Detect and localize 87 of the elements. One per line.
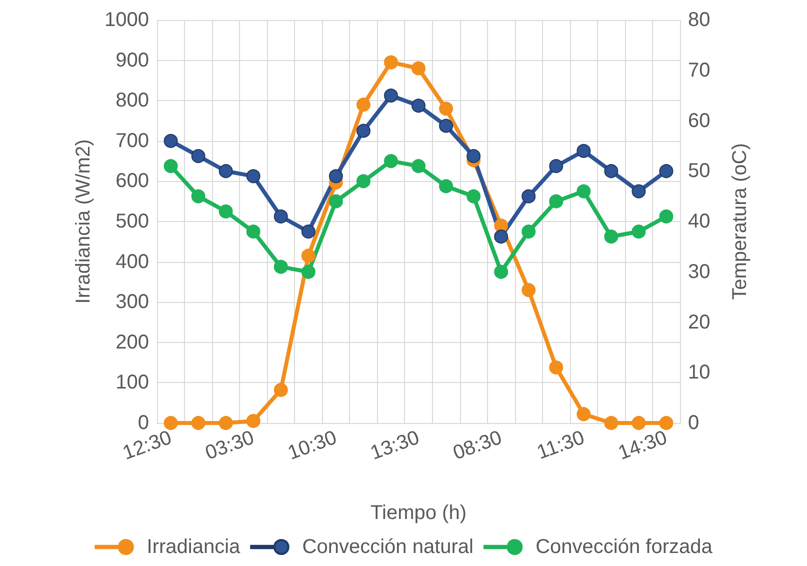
point bbox=[439, 102, 454, 116]
x-axis-title: Tiempo (h) bbox=[370, 502, 466, 524]
point bbox=[191, 416, 206, 430]
point bbox=[659, 164, 674, 178]
y2-tick-label: 60 bbox=[688, 110, 710, 132]
point bbox=[439, 179, 454, 194]
point bbox=[576, 184, 591, 198]
point bbox=[191, 189, 206, 204]
point bbox=[632, 416, 646, 430]
point bbox=[301, 248, 316, 263]
point bbox=[632, 224, 646, 239]
legend-label: Convección forzada bbox=[536, 536, 714, 558]
point bbox=[522, 189, 536, 204]
point bbox=[356, 124, 370, 138]
y-tick-label: 200 bbox=[116, 331, 149, 354]
point bbox=[274, 382, 288, 397]
y-tick-label: 800 bbox=[116, 90, 149, 112]
y-tick-label: 600 bbox=[116, 170, 149, 192]
y-tick-label: 900 bbox=[116, 49, 149, 72]
y-tick-label: 100 bbox=[116, 372, 149, 394]
point bbox=[549, 159, 564, 174]
x-tick-label: 03:30 bbox=[202, 426, 258, 464]
y2-axis-title: Temperatura (oC) bbox=[729, 143, 751, 300]
point bbox=[632, 184, 646, 198]
point bbox=[466, 189, 481, 204]
x-tick-label: 11:30 bbox=[534, 426, 588, 464]
point bbox=[576, 407, 591, 422]
point bbox=[494, 218, 508, 233]
point bbox=[604, 164, 618, 178]
point bbox=[356, 174, 370, 188]
point bbox=[191, 149, 206, 164]
point bbox=[604, 230, 618, 244]
point bbox=[246, 414, 260, 428]
point bbox=[576, 144, 591, 158]
point bbox=[522, 283, 536, 298]
point bbox=[384, 88, 398, 103]
point bbox=[494, 230, 508, 244]
y2-tick-label: 50 bbox=[688, 160, 710, 182]
point bbox=[412, 98, 426, 113]
y-axis-title: Irradiancia (W/m2) bbox=[72, 139, 95, 304]
y2-tick-label: 20 bbox=[688, 311, 710, 334]
point bbox=[659, 416, 674, 430]
y-tick-label: 1000 bbox=[104, 9, 149, 31]
point bbox=[218, 164, 233, 178]
y-tick-label: 500 bbox=[116, 210, 149, 232]
y2-tick-label: 80 bbox=[688, 9, 710, 31]
point bbox=[164, 134, 178, 148]
point bbox=[412, 159, 426, 174]
x-tick-label: 08:30 bbox=[450, 426, 505, 464]
y2-tick-label: 70 bbox=[688, 59, 710, 82]
point bbox=[384, 154, 398, 168]
point bbox=[604, 416, 618, 430]
point bbox=[301, 264, 316, 279]
point bbox=[328, 169, 343, 184]
point bbox=[549, 194, 564, 208]
point bbox=[356, 98, 370, 112]
y-tick-label: 0 bbox=[138, 412, 149, 434]
point bbox=[218, 204, 233, 218]
point bbox=[549, 360, 564, 374]
point bbox=[246, 169, 260, 184]
y-tick-label: 400 bbox=[116, 250, 149, 273]
point bbox=[301, 224, 316, 239]
point bbox=[274, 260, 288, 274]
point bbox=[164, 159, 178, 174]
y-tick-label: 700 bbox=[116, 130, 149, 152]
x-tick-label: 13:30 bbox=[368, 426, 422, 464]
point bbox=[466, 149, 481, 164]
x-tick-label: 10:30 bbox=[285, 426, 340, 464]
legend-label: Irradiancia bbox=[146, 536, 242, 558]
point bbox=[246, 224, 260, 239]
point bbox=[522, 224, 536, 239]
point bbox=[384, 55, 398, 70]
x-tick-label: 14:30 bbox=[615, 426, 670, 464]
point bbox=[218, 416, 233, 430]
point bbox=[494, 264, 508, 279]
y2-tick-label: 10 bbox=[688, 362, 710, 384]
point bbox=[659, 209, 674, 224]
y2-tick-label: 40 bbox=[688, 210, 710, 232]
y2-tick-label: 30 bbox=[688, 260, 710, 283]
legend-label: Convección natural bbox=[302, 536, 474, 558]
point bbox=[328, 194, 343, 208]
y-tick-label: 300 bbox=[116, 291, 149, 314]
y2-tick-label: 0 bbox=[688, 412, 700, 434]
point bbox=[274, 209, 288, 224]
point bbox=[164, 416, 178, 430]
point bbox=[412, 61, 426, 76]
point bbox=[439, 118, 454, 133]
